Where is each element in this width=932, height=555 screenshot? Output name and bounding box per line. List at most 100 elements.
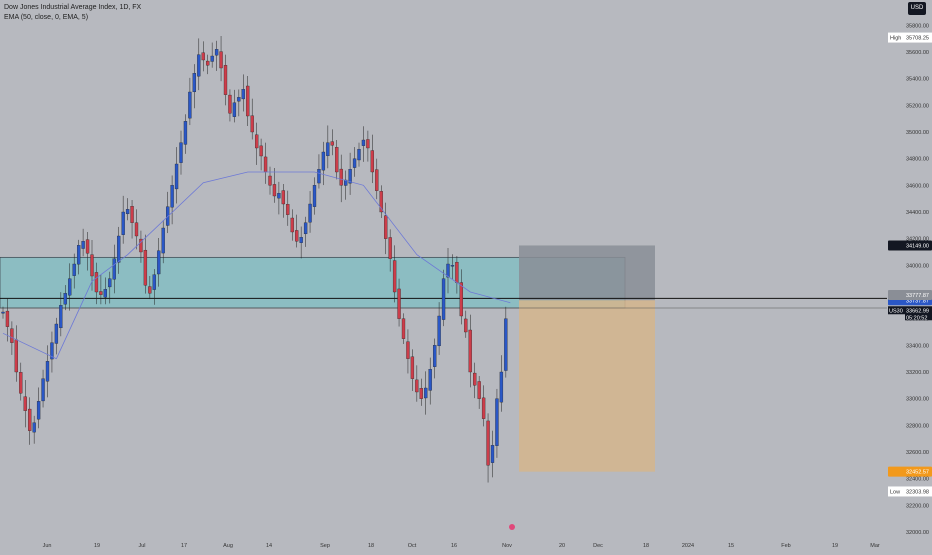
candle[interactable] (473, 372, 477, 386)
candle[interactable] (121, 211, 125, 235)
candle[interactable] (170, 185, 174, 208)
candle[interactable] (28, 408, 32, 431)
candle[interactable] (272, 184, 277, 197)
event-marker-icon[interactable] (509, 524, 515, 530)
candle[interactable] (299, 237, 303, 243)
candle[interactable] (219, 51, 223, 69)
candle[interactable] (45, 361, 50, 382)
candle[interactable] (303, 222, 308, 235)
candle[interactable] (197, 54, 201, 77)
candle[interactable] (415, 379, 419, 393)
candle[interactable] (237, 97, 241, 102)
candle[interactable] (50, 342, 54, 360)
candle[interactable] (112, 258, 116, 280)
candle[interactable] (72, 263, 76, 276)
candle[interactable] (401, 318, 406, 339)
candle[interactable] (392, 260, 397, 293)
candle[interactable] (286, 204, 290, 215)
candle[interactable] (486, 420, 490, 466)
candle[interactable] (14, 339, 19, 373)
candle[interactable] (214, 49, 219, 56)
candle[interactable] (357, 149, 361, 161)
candle[interactable] (174, 163, 179, 190)
candle[interactable] (103, 289, 107, 298)
candle[interactable] (192, 73, 197, 93)
candle[interactable] (419, 388, 423, 399)
candle[interactable] (450, 265, 455, 267)
candle[interactable] (5, 310, 10, 327)
candle[interactable] (468, 329, 472, 373)
candle[interactable] (125, 209, 130, 215)
candle[interactable] (277, 193, 281, 199)
candle[interactable] (250, 115, 254, 133)
candle[interactable] (308, 203, 312, 223)
candle[interactable] (139, 238, 143, 253)
candle[interactable] (134, 222, 139, 237)
candle[interactable] (339, 168, 343, 186)
candle[interactable] (326, 142, 330, 157)
candle[interactable] (81, 241, 85, 249)
candle[interactable] (259, 145, 263, 157)
candle[interactable] (228, 94, 232, 114)
candle[interactable] (384, 215, 388, 239)
candle[interactable] (201, 52, 205, 61)
candle[interactable] (361, 139, 366, 146)
candle[interactable] (406, 341, 410, 359)
candle[interactable] (424, 387, 428, 399)
candle[interactable] (490, 445, 495, 463)
candle[interactable] (241, 89, 245, 100)
candle[interactable] (281, 190, 286, 205)
candle[interactable] (143, 249, 148, 286)
stop-zone[interactable] (519, 300, 655, 472)
candle[interactable] (59, 305, 63, 329)
candle[interactable] (183, 121, 188, 145)
candle[interactable] (495, 398, 499, 446)
candle[interactable] (36, 401, 41, 420)
candle[interactable] (10, 328, 14, 343)
candle[interactable] (232, 102, 237, 117)
ema-line[interactable] (2, 171, 511, 360)
candle[interactable] (375, 169, 379, 191)
candle[interactable] (1, 311, 5, 314)
candle[interactable] (188, 91, 192, 119)
candle[interactable] (254, 134, 259, 149)
candle[interactable] (312, 185, 317, 207)
candle[interactable] (206, 60, 210, 66)
candle[interactable] (268, 175, 272, 186)
candle[interactable] (397, 288, 401, 319)
candle[interactable] (68, 278, 72, 296)
candle[interactable] (130, 206, 134, 223)
candle[interactable] (152, 274, 156, 290)
candle[interactable] (317, 169, 321, 184)
candle[interactable] (446, 263, 450, 278)
ema-indicator-label[interactable]: EMA (50, close, 0, EMA, 5) (4, 14, 89, 21)
candle[interactable] (295, 230, 299, 242)
candle[interactable] (32, 422, 36, 433)
currency-button[interactable]: USD (908, 2, 926, 15)
candle[interactable] (410, 356, 415, 379)
candle[interactable] (223, 65, 228, 95)
candle[interactable] (366, 139, 370, 149)
candle[interactable] (477, 381, 481, 399)
candle[interactable] (157, 250, 161, 275)
candle[interactable] (348, 169, 352, 184)
candle[interactable] (335, 147, 339, 173)
candle[interactable] (464, 318, 468, 333)
candle[interactable] (179, 142, 183, 163)
candle[interactable] (481, 397, 486, 419)
candle[interactable] (90, 254, 94, 277)
candle[interactable] (388, 237, 392, 259)
target-zone[interactable] (519, 245, 655, 301)
candle[interactable] (330, 141, 334, 146)
candle[interactable] (23, 396, 27, 411)
candle[interactable] (321, 151, 326, 171)
candle[interactable] (432, 345, 437, 367)
candle[interactable] (148, 286, 152, 294)
candle[interactable] (85, 239, 90, 254)
candle[interactable] (161, 227, 165, 254)
candle[interactable] (370, 150, 375, 173)
candle[interactable] (54, 323, 59, 344)
candle[interactable] (210, 55, 214, 62)
